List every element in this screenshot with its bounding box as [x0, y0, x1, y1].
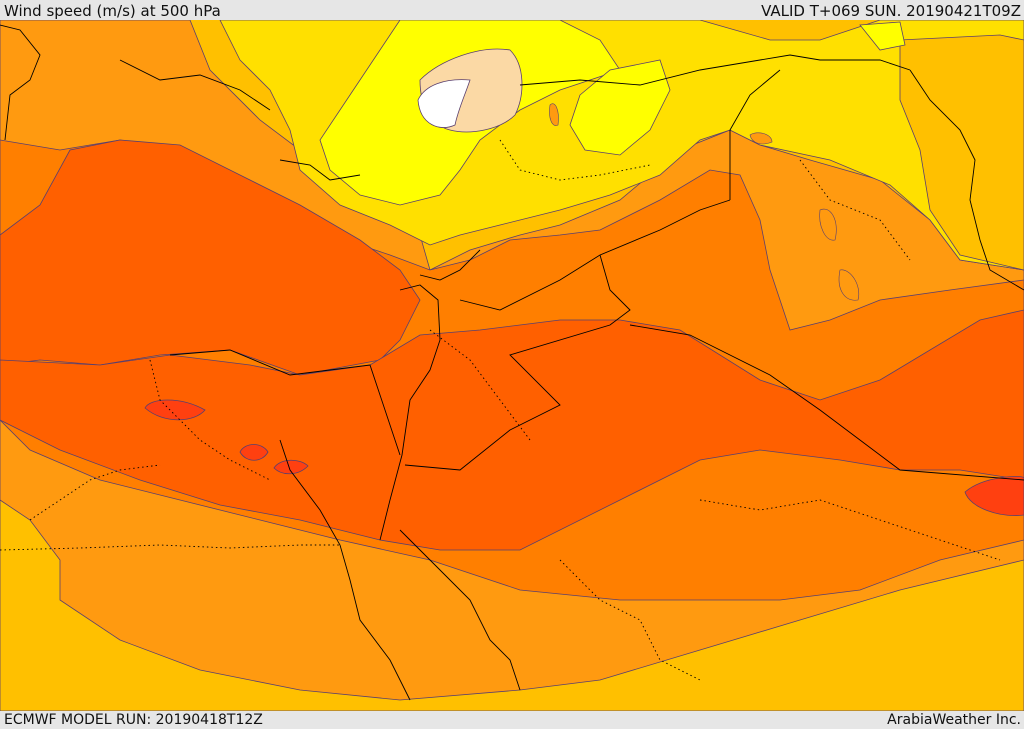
band-very-strong-2: [239, 444, 269, 461]
map-canvas: [0, 20, 1024, 711]
band-very-strong-1: [144, 399, 206, 421]
model-run: ECMWF MODEL RUN: 20190418T12Z: [4, 712, 263, 728]
borders: [0, 24, 1024, 701]
band-light-3: [859, 21, 906, 51]
patch-north-2: [549, 103, 559, 126]
map-header: Wind speed (m/s) at 500 hPa VALID T+069 …: [0, 2, 1024, 20]
credit: ArabiaWeather Inc.: [887, 712, 1021, 728]
band-strong-belt: [0, 309, 1024, 551]
wind-speed-map: [0, 20, 1024, 711]
band-calm: [417, 79, 471, 128]
patch-north-1: [749, 132, 773, 145]
band-very-strong-east: [964, 476, 1024, 516]
band-very-strong-3: [273, 459, 309, 475]
province-borders: [0, 139, 1001, 681]
map-title: Wind speed (m/s) at 500 hPa: [4, 2, 221, 20]
band-low-east-moderate: [899, 34, 1024, 271]
map-footer: ECMWF MODEL RUN: 20190418T12Z ArabiaWeat…: [0, 711, 1024, 729]
patch-east-1: [819, 208, 837, 241]
valid-time: VALID T+069 SUN. 20190421T09Z: [761, 2, 1021, 20]
patch-east-2: [838, 269, 860, 301]
